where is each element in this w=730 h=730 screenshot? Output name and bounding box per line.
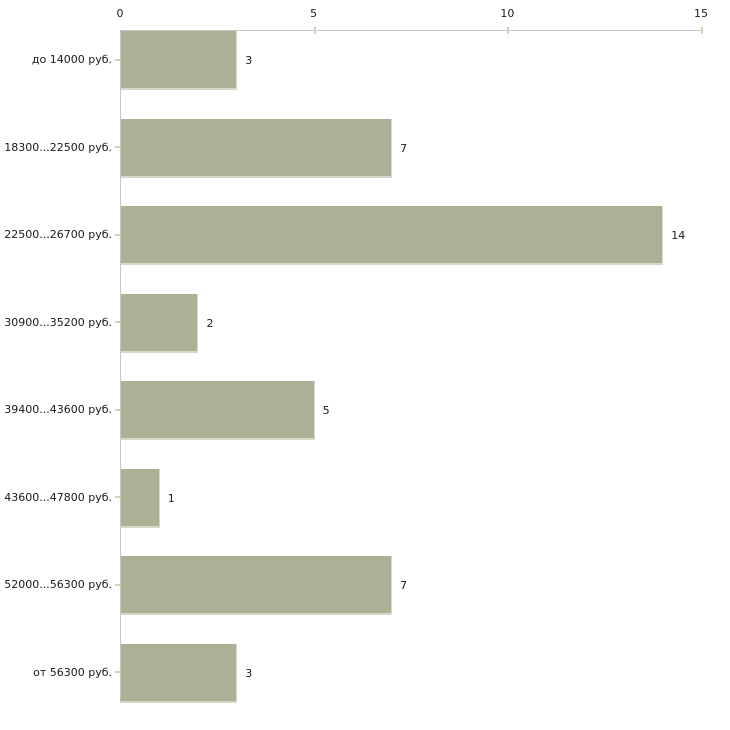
bar-row: 7 <box>121 556 702 616</box>
category-label: 39400...43600 руб. <box>0 380 120 439</box>
value-label: 3 <box>245 54 253 67</box>
y-tick-mark <box>115 671 120 674</box>
y-tick-mark <box>115 58 120 61</box>
x-tick-label: 10 <box>500 7 515 20</box>
y-tick-mark <box>115 146 120 149</box>
value-label: 3 <box>245 666 253 680</box>
bar-rows: 3 7 14 2 5 1 7 3 <box>121 31 702 703</box>
bar <box>121 206 664 266</box>
y-tick-mark <box>115 321 120 324</box>
y-tick-mark <box>115 496 120 499</box>
value-label: 5 <box>322 404 330 418</box>
plot-area: 3 7 14 2 5 1 7 3 <box>120 27 703 703</box>
category-label: 43600...47800 руб. <box>0 468 120 527</box>
value-label: 7 <box>400 141 408 155</box>
category-label-text: 18300...22500 руб. <box>4 140 112 154</box>
value-label: 7 <box>400 579 408 593</box>
y-tick-mark <box>115 408 120 411</box>
x-tick-label: 5 <box>310 7 318 20</box>
category-label-text: от 56300 руб. <box>33 665 112 679</box>
category-label: 18300...22500 руб. <box>0 118 120 177</box>
category-label-text: 30900...35200 руб. <box>4 315 112 329</box>
bar <box>121 556 393 616</box>
value-label: 14 <box>671 229 686 243</box>
category-label-text: 52000...56300 руб. <box>4 578 112 592</box>
value-label: 2 <box>206 316 214 330</box>
category-label-text: до 14000 руб. <box>31 53 112 66</box>
bar <box>121 468 160 528</box>
bar <box>121 31 238 90</box>
category-label: 52000...56300 руб. <box>0 555 120 614</box>
bar-row: 14 <box>121 206 702 266</box>
x-tick-mark <box>701 27 703 34</box>
category-label-text: 39400...43600 руб. <box>4 403 112 417</box>
y-tick-mark <box>115 233 120 236</box>
x-tick-label: 15 <box>694 7 708 20</box>
bar <box>121 381 315 441</box>
bar-row: 7 <box>121 118 702 178</box>
x-tick-mark <box>313 27 316 34</box>
category-label: 30900...35200 руб. <box>0 293 120 352</box>
category-label-text: 22500...26700 руб. <box>4 228 112 242</box>
x-tick-label: 0 <box>116 7 124 20</box>
bar-row: 5 <box>121 381 702 441</box>
value-label: 1 <box>167 491 175 505</box>
bar-row: 3 <box>121 643 702 703</box>
x-tick-mark <box>507 27 510 34</box>
bar-row: 1 <box>121 468 702 528</box>
bar-row: 2 <box>121 293 702 353</box>
category-label: до 14000 руб. <box>0 30 120 89</box>
bar-row: 3 <box>121 31 702 90</box>
y-axis-category-labels: до 14000 руб. 18300...22500 руб. 22500...2… <box>0 30 120 702</box>
bar <box>121 643 238 703</box>
category-label-text: 43600...47800 руб. <box>4 490 112 504</box>
bar <box>121 293 199 353</box>
y-tick-mark <box>115 583 120 586</box>
x-axis-tick-labels: 0 5 10 15 <box>116 7 709 23</box>
category-label: 22500...26700 руб. <box>0 205 120 264</box>
category-label: от 56300 руб. <box>0 643 120 702</box>
bar <box>121 118 393 178</box>
